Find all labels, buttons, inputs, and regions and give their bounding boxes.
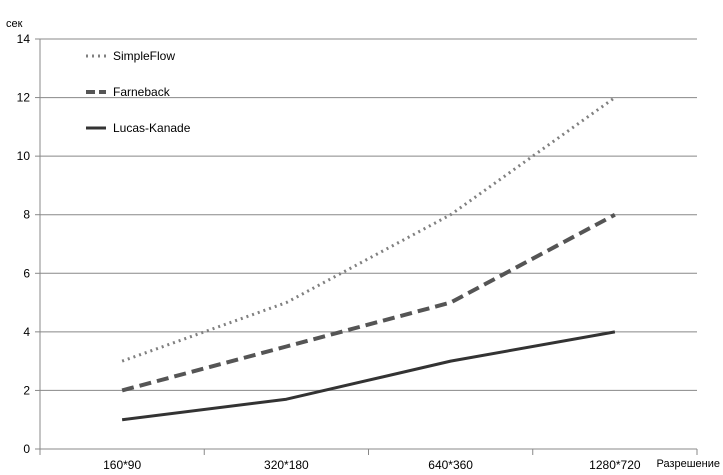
y-tick-label: 14: [17, 32, 31, 46]
y-tick-label: 12: [17, 91, 31, 105]
series-line-farneback: [121, 212, 616, 393]
y-tick-label: 4: [23, 325, 30, 339]
x-tick-label: 320*180: [264, 458, 309, 472]
y-tick-label: 10: [17, 149, 31, 163]
gridlines: [40, 38, 697, 391]
y-tick-label: 2: [23, 383, 30, 397]
y-tick-label: 6: [23, 266, 30, 280]
series-line-simpleflow: [121, 96, 616, 363]
x-axis-title: Разрешение: [656, 458, 720, 470]
x-tick-labels: 160*90 320*180 640*360 1280*720: [39, 449, 698, 472]
series-lines: [121, 96, 616, 422]
legend-label: Farneback: [113, 85, 171, 99]
y-tick-label: 0: [23, 442, 30, 456]
legend: SimpleFlow Farneback Lucas-Kanade: [86, 49, 191, 135]
legend-label: Lucas-Kanade: [113, 121, 191, 135]
axes: [39, 39, 697, 450]
y-tick-label: 8: [23, 208, 30, 222]
x-tick-label: 1280*720: [589, 458, 641, 472]
x-tick-label: 640*360: [428, 458, 473, 472]
y-tick-labels: 0 2 4 6 8 10 12 14: [17, 32, 40, 456]
series-line-lucas-kanade: [121, 330, 616, 422]
legend-label: SimpleFlow: [113, 49, 175, 63]
y-axis-title: сек: [6, 18, 23, 30]
x-tick-label: 160*90: [103, 458, 141, 472]
